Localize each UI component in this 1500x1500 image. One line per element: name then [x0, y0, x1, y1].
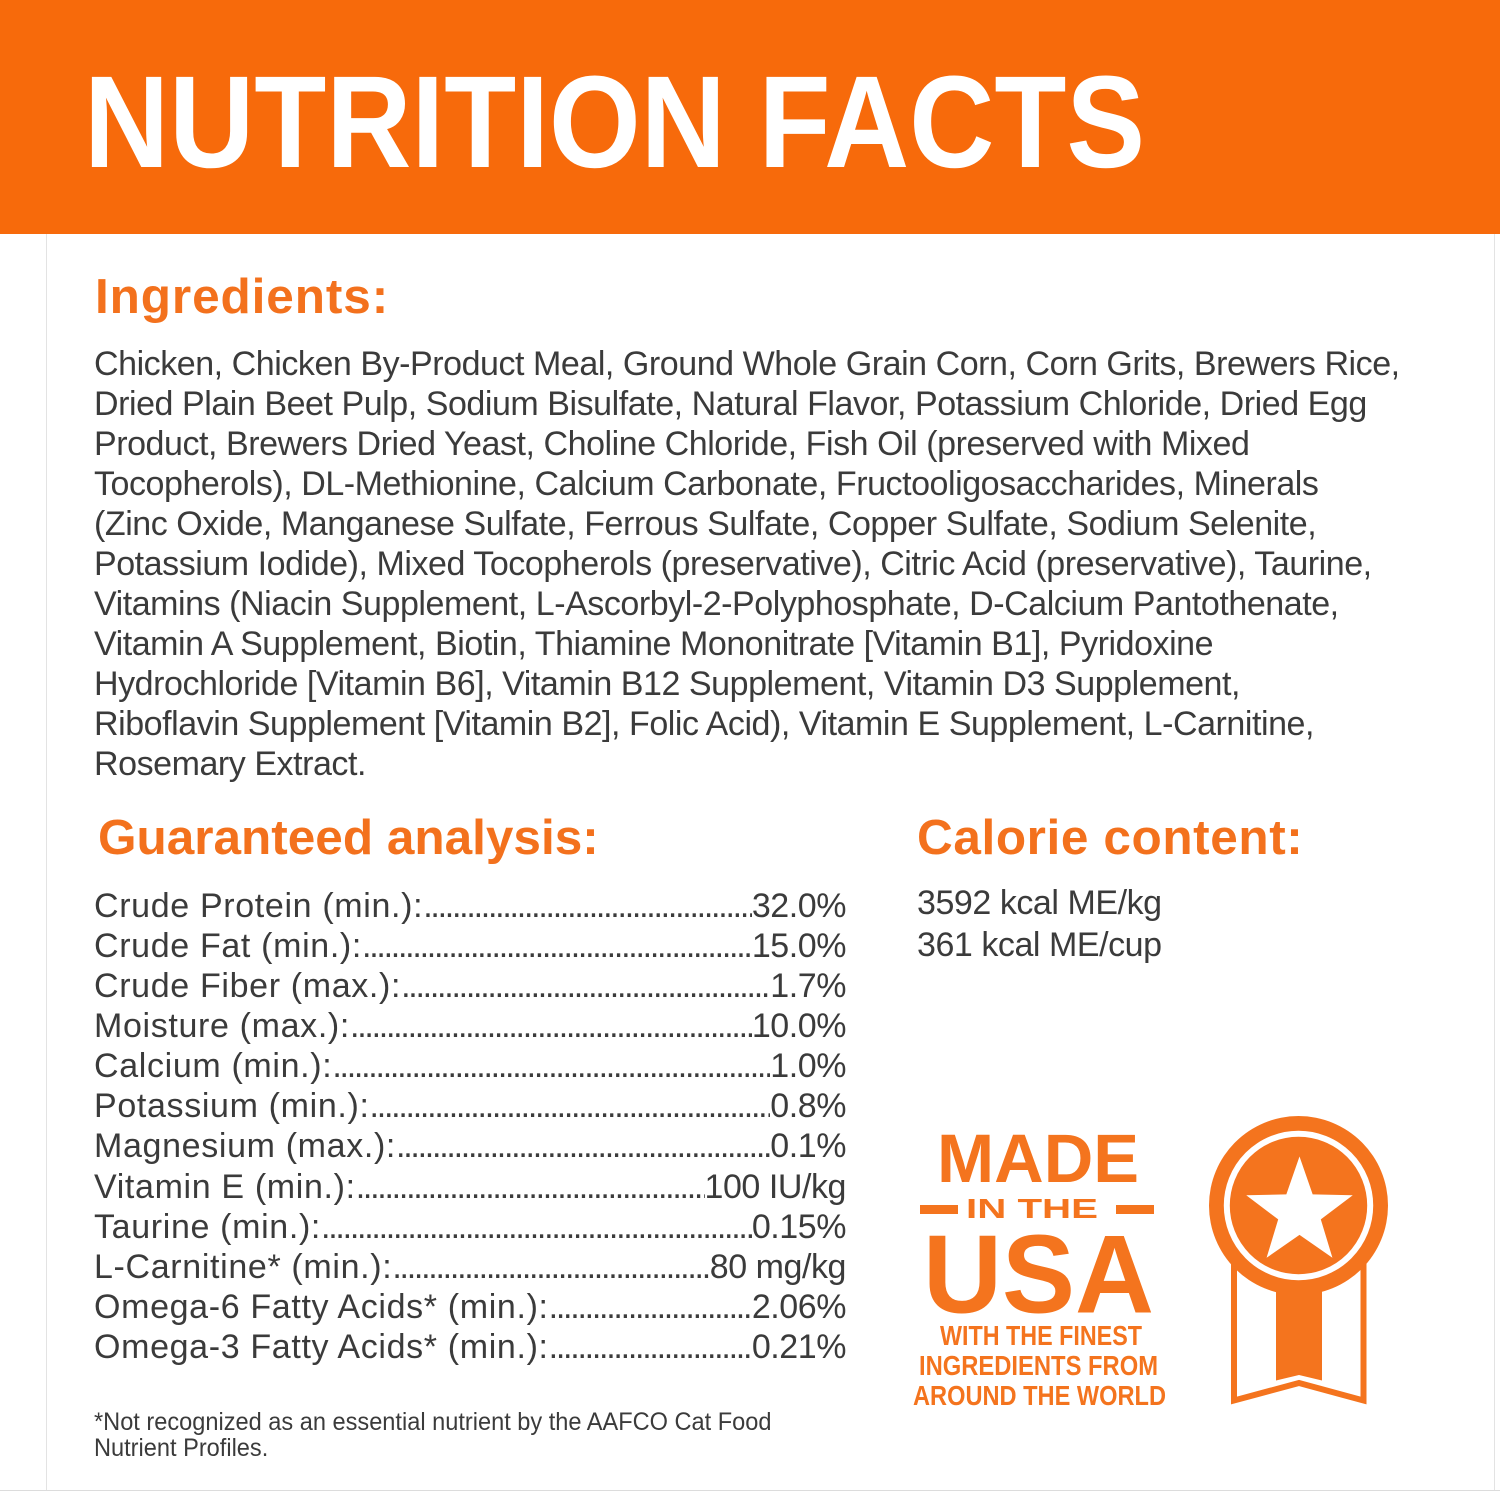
svg-text:AROUND THE WORLD: AROUND THE WORLD	[913, 1380, 1166, 1411]
svg-text:MADE: MADE	[937, 1120, 1139, 1197]
svg-text:IN THE: IN THE	[966, 1193, 1098, 1224]
svg-text:WITH THE FINEST: WITH THE FINEST	[940, 1320, 1142, 1351]
svg-text:USA: USA	[923, 1212, 1154, 1337]
svg-text:INGREDIENTS FROM: INGREDIENTS FROM	[919, 1350, 1158, 1381]
